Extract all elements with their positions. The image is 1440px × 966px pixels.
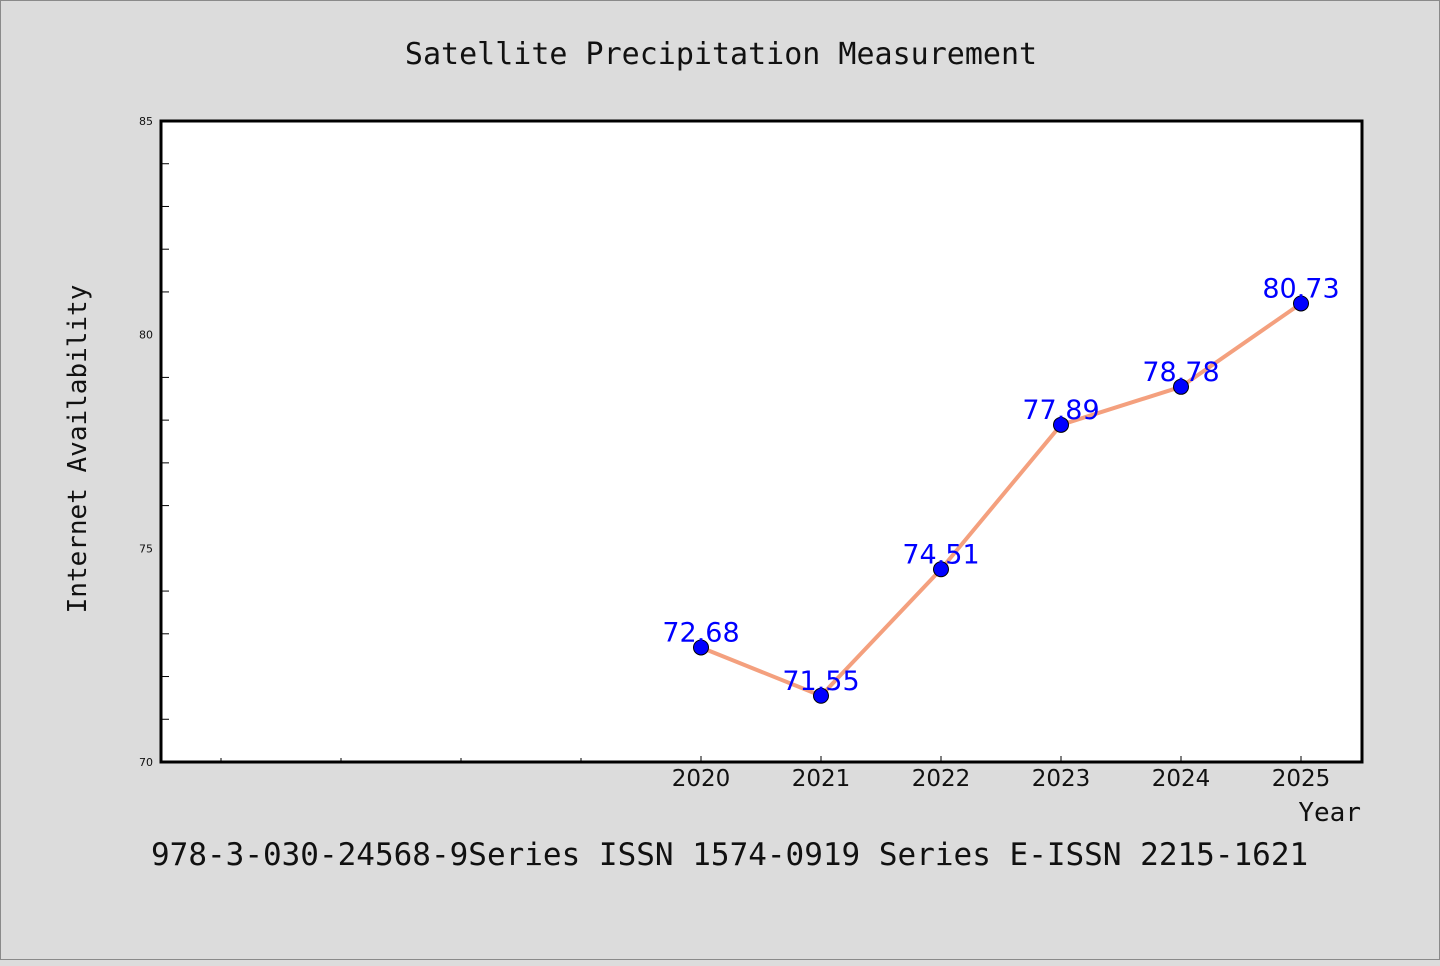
series-line bbox=[700, 301, 1303, 698]
data-point bbox=[1293, 295, 1309, 312]
data-point bbox=[1173, 378, 1189, 395]
y-axis-label: Internet Availability bbox=[63, 285, 93, 614]
x-axis-label: Year bbox=[1298, 798, 1361, 828]
chart-title: Satellite Precipitation Measurement bbox=[405, 37, 1037, 72]
footer-text: 978-3-030-24568-9Series ISSN 1574-0919 S… bbox=[151, 837, 1308, 873]
x-axis: 2020 2021 2022 2023 2024 2025 bbox=[220, 756, 1331, 792]
series-line-group: 72.68 71.55 74.51 77.89 78.78 80.73 bbox=[662, 273, 1340, 704]
data-label: 71.55 bbox=[782, 666, 859, 697]
x-tick-label: 2020 bbox=[672, 766, 731, 792]
data-label: 80.73 bbox=[1262, 273, 1339, 304]
x-tick-label: 2021 bbox=[792, 766, 851, 792]
data-label: 78.78 bbox=[1142, 357, 1219, 388]
data-point bbox=[813, 687, 829, 704]
data-label: 77.89 bbox=[1022, 395, 1099, 426]
y-tick-label: 85 bbox=[139, 115, 153, 128]
data-point bbox=[1053, 416, 1069, 433]
y-tick-label: 70 bbox=[139, 756, 153, 769]
y-tick-label: 80 bbox=[139, 329, 153, 342]
y-axis: 70 75 80 85 bbox=[139, 115, 169, 769]
x-tick-label: 2023 bbox=[1032, 766, 1091, 792]
data-point bbox=[933, 561, 949, 578]
x-tick-label: 2024 bbox=[1152, 766, 1211, 792]
data-label: 74.51 bbox=[902, 539, 979, 570]
x-tick-label: 2022 bbox=[912, 766, 971, 792]
data-point bbox=[693, 639, 709, 656]
x-tick-label: 2025 bbox=[1272, 766, 1331, 792]
plot-area bbox=[159, 119, 1364, 764]
y-tick-label: 75 bbox=[139, 542, 153, 555]
data-label: 72.68 bbox=[662, 617, 739, 648]
